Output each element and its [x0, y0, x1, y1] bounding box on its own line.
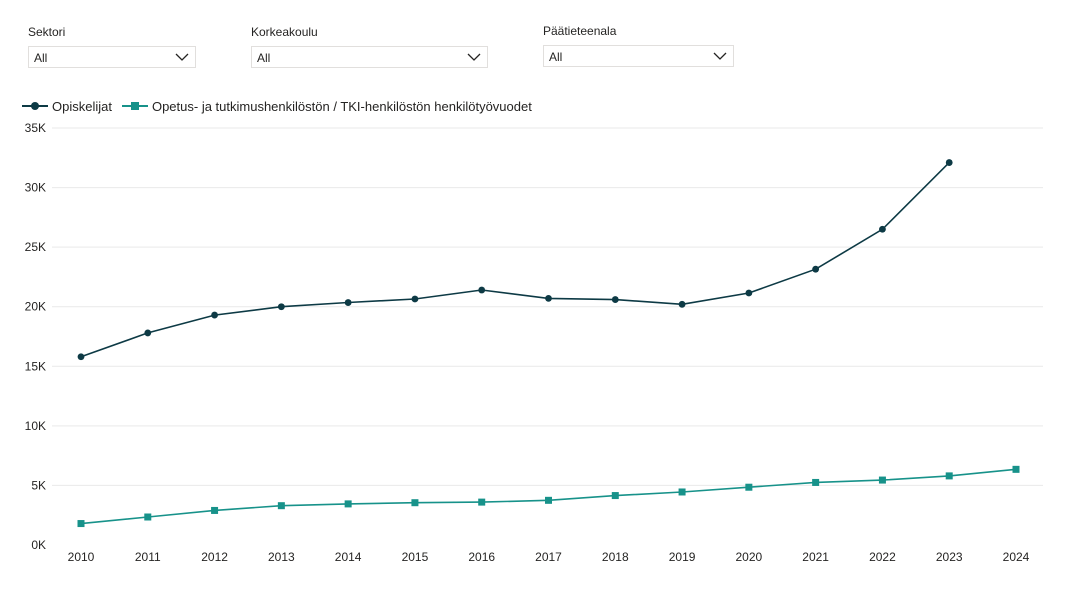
x-tick-label: 2015 [402, 550, 429, 564]
x-tick-label: 2010 [68, 550, 95, 564]
data-point [545, 496, 552, 504]
chevron-down-icon [175, 53, 189, 61]
chevron-down-icon [467, 53, 481, 61]
x-axis-tick-labels: 2010 2011 2012 2013 2014 2015 2016 2017 2018 2019… [68, 550, 1030, 564]
y-tick-label: 15K [25, 359, 46, 373]
data-point [277, 303, 285, 311]
filter-dropdown-paatieteenala[interactable]: All [543, 45, 734, 67]
y-tick-label: 25K [25, 240, 46, 254]
legend-square-marker-icon [121, 102, 148, 110]
data-point [545, 294, 552, 302]
x-tick-label: 2011 [135, 550, 161, 564]
legend-label: Opetus- ja tutkimushenkilöstön / TKI-hen… [151, 98, 532, 114]
legend-label: Opiskelijat [52, 98, 112, 114]
data-point [945, 159, 953, 166]
filter-dropdown-sektori[interactable]: All [28, 46, 196, 68]
x-tick-label: 2012 [201, 550, 228, 564]
data-point [678, 300, 686, 308]
legend-circle-marker-icon [22, 102, 48, 110]
x-tick-label: 2019 [669, 550, 696, 564]
filter-value: All [257, 51, 271, 65]
filter-korkeakoulu: Korkeakoulu All [251, 24, 488, 68]
x-tick-label: 2020 [736, 550, 763, 564]
chevron-down-icon [713, 52, 727, 60]
y-tick-label: 5K [31, 478, 46, 492]
series-line [80, 468, 1017, 525]
x-tick-label: 2017 [535, 550, 562, 564]
data-point [611, 492, 619, 500]
filter-label: Sektori [28, 25, 66, 39]
data-point [211, 311, 218, 319]
data-point [745, 483, 753, 491]
x-tick-label: 2021 [802, 550, 829, 564]
data-point [812, 478, 820, 486]
series-1 [77, 465, 1020, 528]
filter-paatieteenala: Päätieteenala All [543, 23, 734, 67]
y-tick-label: 30K [25, 181, 46, 195]
series-line [80, 162, 950, 358]
filter-label: Päätieteenala [543, 24, 617, 38]
data-point [77, 520, 85, 528]
filter-sektori: Sektori All [28, 24, 196, 68]
filter-value: All [34, 51, 48, 65]
data-point [344, 299, 352, 306]
legend-item-opiskelijat[interactable]: Opiskelijat [22, 99, 112, 114]
filter-label: Korkeakoulu [251, 25, 318, 39]
gridlines [52, 127, 1043, 486]
data-point [945, 472, 953, 480]
data-point [478, 286, 486, 294]
y-tick-label: 20K [25, 300, 46, 314]
data-point [478, 498, 486, 506]
x-tick-label: 2018 [602, 550, 629, 564]
x-tick-label: 2023 [936, 550, 963, 564]
filter-value: All [549, 50, 563, 64]
data-point [211, 506, 219, 514]
data-point [812, 265, 820, 273]
data-point [277, 502, 285, 510]
data-point [144, 329, 152, 337]
data-point [879, 225, 886, 233]
data-point [745, 289, 753, 297]
data-point [144, 513, 152, 521]
data-point [411, 295, 419, 303]
chart-legend: Opiskelijat Opetus- ja tutkimushenkilöst… [22, 97, 542, 115]
data-point [1012, 465, 1020, 473]
y-tick-label: 35K [25, 121, 46, 135]
x-tick-label: 2016 [468, 550, 495, 564]
legend-marker-1 [130, 102, 139, 110]
x-tick-label: 2022 [869, 550, 896, 564]
legend-marker-0 [31, 102, 39, 110]
x-tick-label: 2024 [1003, 550, 1030, 564]
x-tick-label: 2014 [335, 550, 362, 564]
data-point [878, 476, 886, 484]
data-point [678, 488, 686, 496]
data-point [411, 499, 419, 507]
series-lines [77, 159, 1020, 528]
data-point [611, 296, 619, 303]
data-point [77, 353, 85, 361]
series-0 [77, 159, 953, 361]
y-tick-label: 0K [31, 538, 46, 552]
y-axis-tick-labels: 0K 5K 10K 15K 20K 25K 30K 35K [25, 121, 46, 552]
filter-dropdown-korkeakoulu[interactable]: All [251, 46, 488, 68]
x-tick-label: 2013 [268, 550, 295, 564]
y-tick-label: 10K [25, 419, 46, 433]
data-point [344, 500, 352, 508]
legend-item-henkilotyovuodet[interactable]: Opetus- ja tutkimushenkilöstön / TKI-hen… [121, 98, 532, 114]
